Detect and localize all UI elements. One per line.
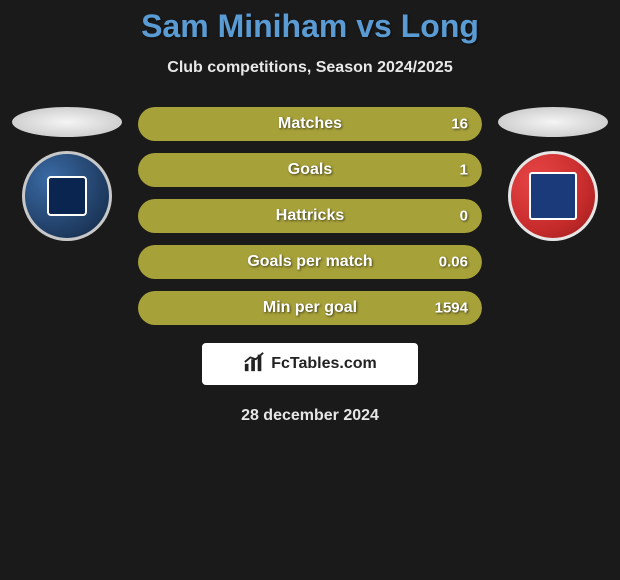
stat-bar: Goals 1	[138, 153, 482, 187]
stat-bar-value-right: 1	[460, 162, 468, 179]
branding-text: FcTables.com	[271, 355, 377, 373]
stat-bar-left-fill	[138, 199, 145, 233]
chart-icon	[243, 351, 265, 378]
title-player2: Long	[401, 8, 479, 44]
root: Sam Miniham vs Long Club competitions, S…	[0, 0, 620, 425]
stat-bar-left-fill	[138, 107, 145, 141]
stat-bar-label: Min per goal	[263, 299, 357, 317]
date-text: 28 december 2024	[0, 407, 620, 425]
page-title: Sam Miniham vs Long	[0, 8, 620, 45]
stat-bar-value-right: 1594	[435, 300, 468, 317]
stat-bar-label: Goals	[288, 161, 332, 179]
player-right-column	[494, 107, 612, 241]
stat-bar-label: Matches	[278, 115, 342, 133]
stat-bar-left-fill	[138, 153, 145, 187]
stat-bar-label: Hattricks	[276, 207, 344, 225]
stat-bar-left-fill	[138, 245, 145, 279]
player-left-crest	[22, 151, 112, 241]
comparison-row: Matches 16 Goals 1 Hattricks 0 Goals per match…	[0, 107, 620, 325]
stat-bar-value-right: 16	[451, 116, 468, 133]
player-left-avatar	[12, 107, 122, 137]
stat-bar: Matches 16	[138, 107, 482, 141]
subtitle: Club competitions, Season 2024/2025	[0, 59, 620, 77]
stat-bar: Hattricks 0	[138, 199, 482, 233]
player-right-avatar	[498, 107, 608, 137]
branding-badge: FcTables.com	[202, 343, 418, 385]
stat-bar-label: Goals per match	[247, 253, 372, 271]
stat-bar-value-right: 0.06	[439, 254, 468, 271]
stat-bar: Goals per match 0.06	[138, 245, 482, 279]
title-player1: Sam Miniham	[141, 8, 347, 44]
player-right-crest	[508, 151, 598, 241]
stat-bar-left-fill	[138, 291, 145, 325]
title-vs: vs	[356, 8, 392, 44]
stat-bar: Min per goal 1594	[138, 291, 482, 325]
stats-bars: Matches 16 Goals 1 Hattricks 0 Goals per match…	[138, 107, 482, 325]
stat-bar-value-right: 0	[460, 208, 468, 225]
player-left-column	[8, 107, 126, 241]
